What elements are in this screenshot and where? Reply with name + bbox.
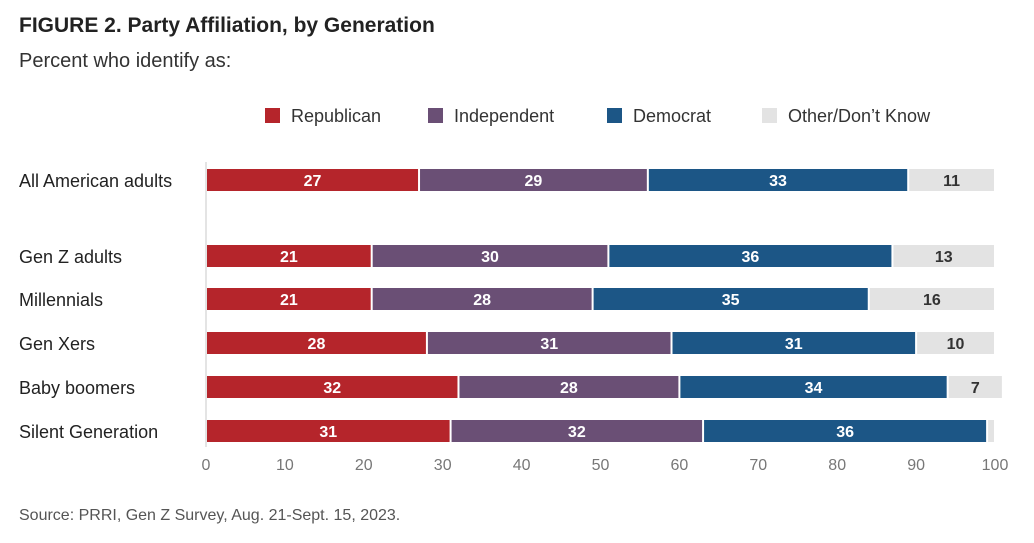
data-label: 33 [769,173,787,190]
bar-segment [451,420,703,442]
bar-segment [672,332,916,354]
category-label: Baby boomers [19,378,135,398]
data-label: 16 [923,292,941,309]
data-label: 34 [805,380,823,397]
category-label: Millennials [19,290,103,310]
data-label: 36 [836,424,854,441]
bar-segment [372,288,592,310]
data-label: 36 [742,249,760,266]
bar-segment [893,245,994,267]
category-label: Gen Z adults [19,247,122,267]
bar-segment [420,169,647,191]
category-label: All American adults [19,171,172,191]
bar-segment [459,376,679,398]
bar-segment [207,288,371,310]
data-label: 35 [722,292,740,309]
data-label: 10 [947,336,965,353]
legend-label-other-don-t-know: Other/Don’t Know [788,106,931,126]
bar-segment [917,332,994,354]
data-label: 30 [481,249,499,266]
data-label: 11 [943,173,960,190]
data-label: 13 [935,249,953,266]
legend-swatch-other-don-t-know [762,108,777,123]
data-label: 21 [280,249,298,266]
bar-segment [207,169,419,191]
data-label: 28 [308,336,326,353]
bar-segment [207,332,426,354]
data-label: 31 [785,336,803,353]
data-label: 28 [560,380,578,397]
bar-segment [207,376,458,398]
legend-swatch-republican [265,108,280,123]
bar-segment [207,245,371,267]
data-label: 31 [319,424,337,441]
bar-segment [948,376,1002,398]
x-tick-label: 0 [202,457,211,474]
data-label: 28 [473,292,491,309]
x-tick-label: 30 [434,457,452,474]
bar-segment [609,245,892,267]
bar-segment [909,169,994,191]
x-tick-label: 20 [355,457,373,474]
category-label: Gen Xers [19,334,95,354]
bar-segment [593,288,868,310]
x-tick-label: 90 [907,457,925,474]
x-tick-label: 70 [749,457,767,474]
bar-segment [372,245,608,267]
data-label: 21 [280,292,298,309]
x-tick-label: 60 [671,457,689,474]
chart-subtitle: Percent who identify as: [19,50,232,72]
x-tick-label: 100 [982,457,1009,474]
legend-swatch-independent [428,108,443,123]
legend-label-republican: Republican [291,106,381,126]
source-note: Source: PRRI, Gen Z Survey, Aug. 21-Sept… [19,507,401,524]
data-label: 7 [971,380,980,397]
data-label: 31 [540,336,558,353]
bar-segment [427,332,671,354]
x-tick-label: 50 [592,457,610,474]
chart-title: FIGURE 2. Party Affiliation, by Generati… [19,14,435,37]
category-label: Silent Generation [19,422,158,442]
data-label: 32 [568,424,586,441]
data-label: 32 [323,380,341,397]
bar-segment [704,420,987,442]
bar-segment [207,420,450,442]
bar-segment [988,420,994,442]
x-tick-label: 10 [276,457,294,474]
legend-label-democrat: Democrat [633,106,711,126]
bar-segment [680,376,947,398]
data-label: 29 [525,173,543,190]
bar-segment [869,288,994,310]
bar-segment [648,169,908,191]
data-label: 27 [304,173,322,190]
x-tick-label: 40 [513,457,531,474]
x-tick-label: 80 [828,457,846,474]
legend-label-independent: Independent [454,106,554,126]
legend-swatch-democrat [607,108,622,123]
